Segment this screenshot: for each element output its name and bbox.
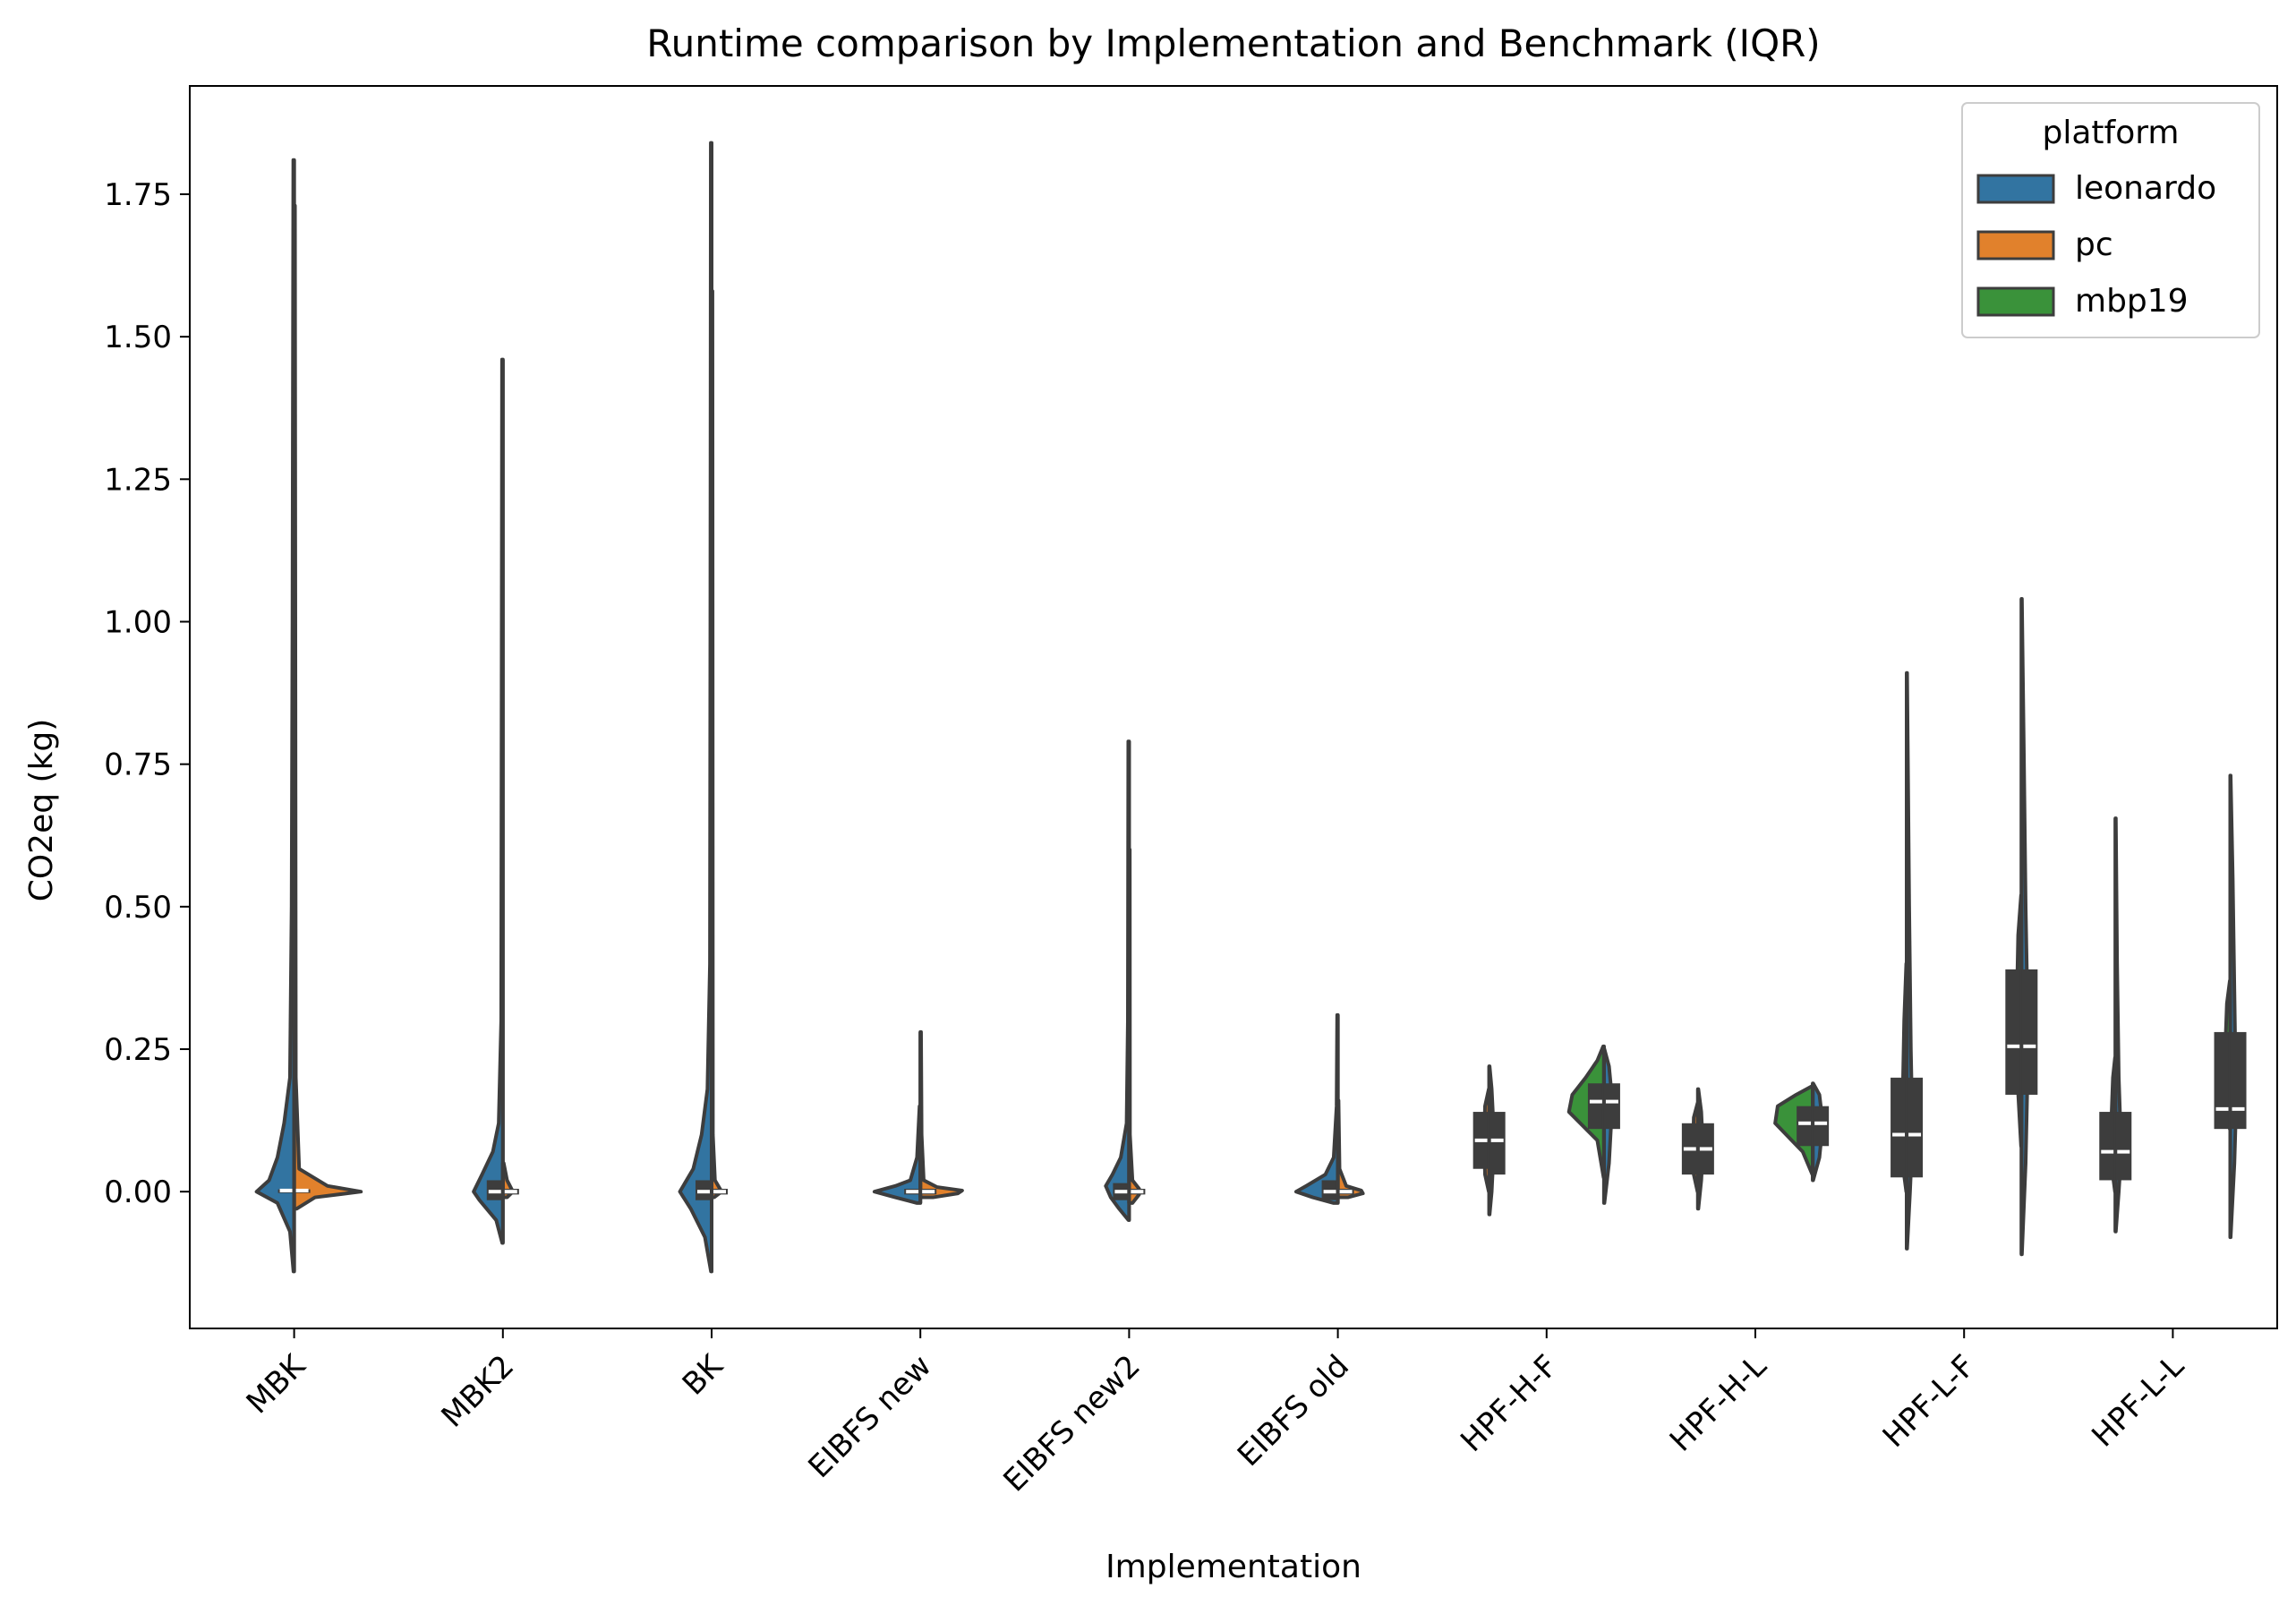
y-tick-label: 0.75: [104, 747, 172, 783]
violin-half-leonardo: [472, 357, 505, 1245]
violin-iqr-box: [1603, 1083, 1620, 1130]
violin-iqr-box: [2115, 1112, 2132, 1181]
y-tick-label: 1.50: [104, 320, 172, 355]
chart-title: Runtime comparison by Implementation and…: [646, 21, 1820, 65]
y-tick-label: 1.00: [104, 604, 172, 640]
legend: platform leonardo pc mbp19: [1961, 102, 2260, 338]
violin-iqr-box: [1891, 1077, 1908, 1178]
legend-swatch-mbp19: [1976, 286, 2055, 317]
violin-iqr-box: [2099, 1112, 2116, 1181]
violin-iqr-box: [2214, 1031, 2231, 1130]
boxes-layer: [277, 142, 2247, 1272]
violin-iqr-box: [1489, 1112, 1506, 1175]
legend-label-leonardo: leonardo: [2075, 170, 2216, 207]
violin-iqr-box: [2230, 1031, 2247, 1130]
y-tick-label: 0.50: [104, 890, 172, 926]
legend-label-pc: pc: [2075, 226, 2113, 263]
violin-iqr-box: [1797, 1106, 1814, 1147]
legend-frame: [1961, 102, 2260, 338]
violin-half-leonardo: [1104, 739, 1131, 1223]
y-tick-label: 0.00: [104, 1174, 172, 1210]
violin-iqr-box: [1587, 1083, 1604, 1130]
legend-swatch-leonardo: [1976, 174, 2055, 204]
legend-swatch-pc: [1976, 230, 2055, 260]
legend-title: platform: [2043, 115, 2180, 151]
y-tick-label: 1.75: [104, 177, 172, 213]
violin-iqr-box: [2021, 969, 2038, 1095]
violin-iqr-box: [1813, 1106, 1830, 1147]
legend-label-mbp19: mbp19: [2075, 283, 2189, 320]
violin-iqr-box: [2005, 969, 2022, 1095]
plot-frame: [189, 85, 2278, 1329]
violin-iqr-box: [1907, 1077, 1924, 1178]
y-tick-label: 0.25: [104, 1032, 172, 1068]
violin-half-mbp19: [1566, 1044, 1606, 1180]
y-axis-label: CO2eq (kg): [23, 719, 60, 902]
y-tick-label: 1.25: [104, 462, 172, 498]
y-axis: 0.00 0.25 0.50 0.75 1.00 1.25 1.50 1.75: [104, 177, 190, 1210]
x-axis-label: Implementation: [1105, 1549, 1361, 1585]
